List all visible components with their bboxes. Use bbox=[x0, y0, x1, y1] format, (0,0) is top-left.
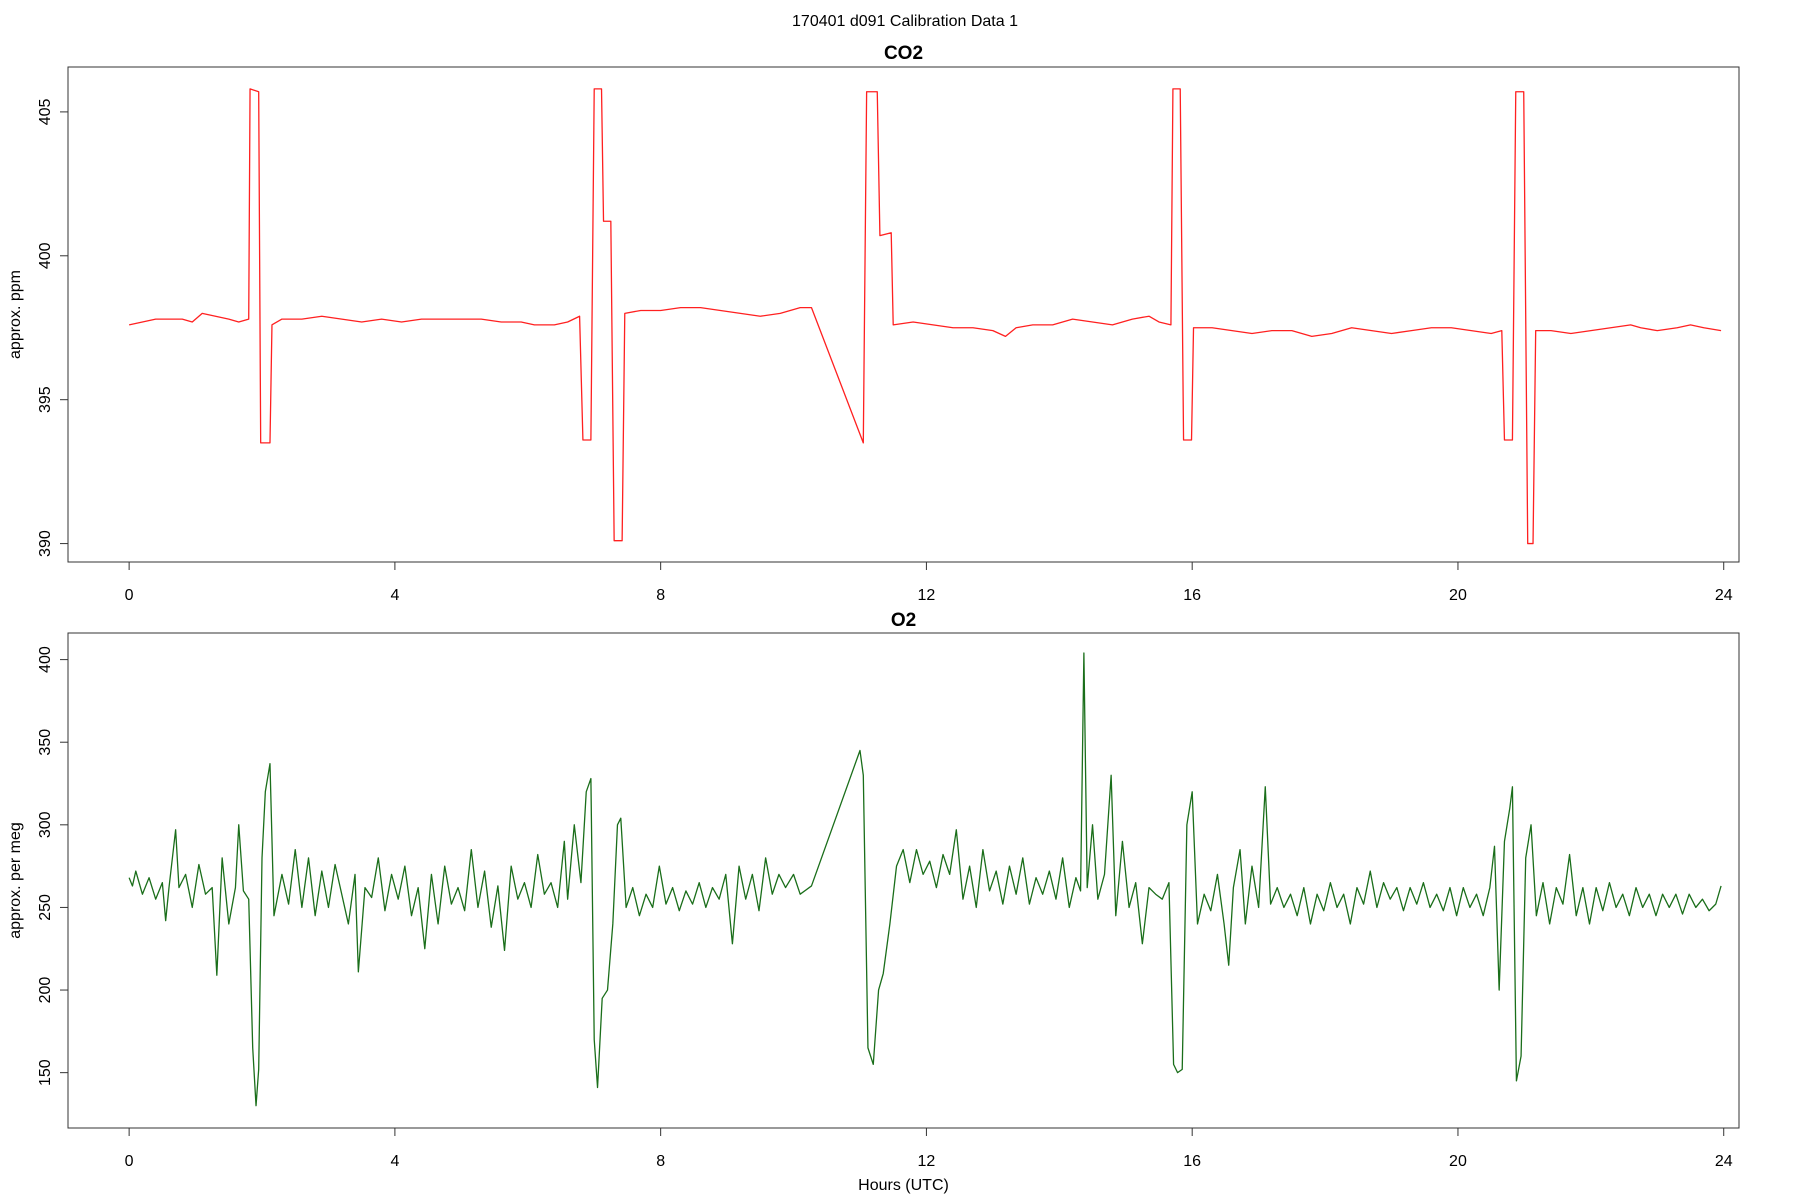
y-tick-label: 390 bbox=[37, 530, 54, 557]
y-tick-label: 405 bbox=[37, 98, 54, 125]
y-tick-label: 350 bbox=[37, 729, 54, 756]
plot-frame bbox=[67, 66, 1740, 563]
x-tick-label: 24 bbox=[1715, 1153, 1733, 1170]
x-tick-label: 4 bbox=[390, 587, 399, 604]
y-tick-label: 395 bbox=[37, 386, 54, 413]
y-tick-label: 300 bbox=[37, 811, 54, 838]
chart-title: CO2 bbox=[884, 43, 923, 64]
x-tick-label: 12 bbox=[918, 587, 936, 604]
x-tick-label: 24 bbox=[1715, 587, 1733, 604]
x-axis-label: Hours (UTC) bbox=[858, 1177, 949, 1194]
x-tick-label: 20 bbox=[1449, 587, 1467, 604]
x-tick-label: 0 bbox=[125, 1153, 134, 1170]
y-tick-label: 200 bbox=[37, 977, 54, 1004]
y-axis-label: approx. per meg bbox=[7, 822, 24, 939]
y-tick-label: 400 bbox=[37, 646, 54, 673]
x-tick-label: 16 bbox=[1183, 587, 1201, 604]
x-tick-label: 8 bbox=[656, 1153, 665, 1170]
y-axis-label: approx. ppm bbox=[7, 270, 24, 359]
x-tick-label: 8 bbox=[656, 587, 665, 604]
y-tick-label: 400 bbox=[37, 242, 54, 269]
x-tick-label: 4 bbox=[390, 1153, 399, 1170]
chart-title: O2 bbox=[891, 610, 916, 631]
data-line bbox=[128, 88, 1722, 545]
y-tick-label: 150 bbox=[37, 1059, 54, 1086]
x-tick-label: 0 bbox=[125, 587, 134, 604]
x-tick-label: 12 bbox=[918, 1153, 936, 1170]
x-tick-label: 16 bbox=[1183, 1153, 1201, 1170]
x-tick-label: 20 bbox=[1449, 1153, 1467, 1170]
plot-frame bbox=[67, 632, 1740, 1129]
data-line bbox=[128, 652, 1722, 1107]
y-tick-label: 250 bbox=[37, 894, 54, 921]
figure-title: 170401 d091 Calibration Data 1 bbox=[792, 13, 1018, 30]
